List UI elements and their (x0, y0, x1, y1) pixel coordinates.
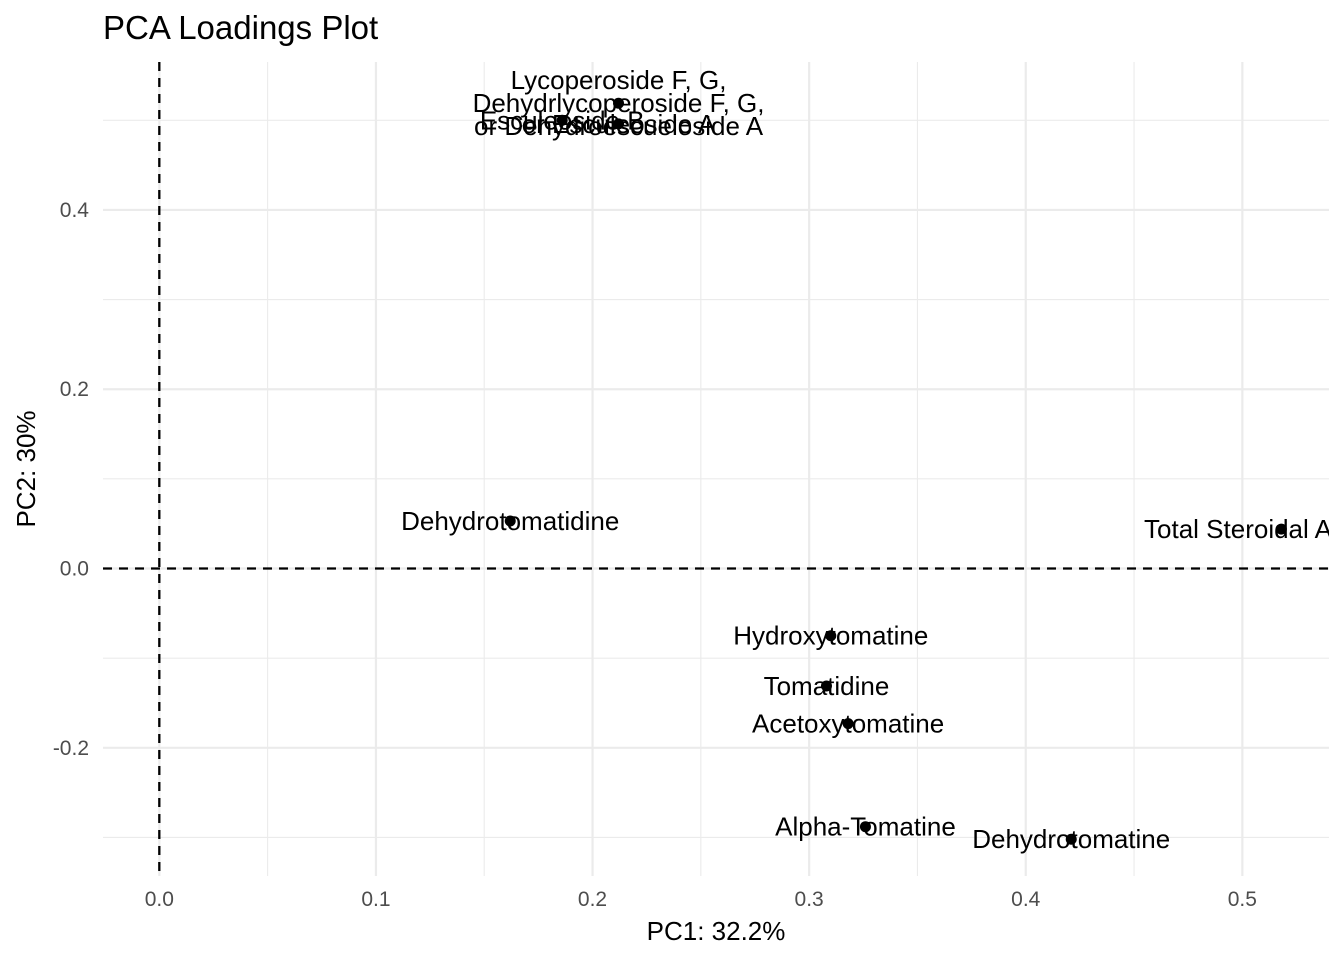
chart-title: PCA Loadings Plot (103, 9, 378, 46)
grid (103, 62, 1329, 876)
x-tick-label: 0.3 (795, 888, 824, 911)
point-label: Acetoxytomatine (752, 709, 944, 739)
data-point (859, 821, 871, 833)
x-axis-ticks: 0.0 0.1 0.2 0.3 0.4 0.5 (145, 888, 1257, 911)
point-label: Hydroxytomatine (733, 621, 928, 651)
data-points (504, 97, 1287, 845)
point-label: Alpha-Tomatine (775, 812, 956, 842)
data-point (556, 114, 568, 126)
reference-lines (103, 62, 1329, 876)
y-tick-label: 0.0 (60, 558, 89, 581)
x-tick-label: 0.4 (1011, 888, 1041, 911)
data-point (825, 630, 837, 642)
point-label: Lycoperoside F, G, Dehydrlycoperoside F, … (473, 65, 765, 141)
x-tick-label: 0.2 (578, 888, 607, 911)
y-tick-label: -0.2 (53, 737, 89, 760)
x-tick-label: 0.1 (361, 888, 390, 911)
point-label: Tomatidine (764, 671, 890, 701)
x-tick-label: 0.0 (145, 888, 174, 911)
y-tick-label: 0.4 (60, 199, 90, 222)
point-label: or Esculeoside A (522, 109, 716, 139)
x-tick-label: 0.5 (1228, 888, 1257, 911)
y-tick-label: 0.2 (60, 378, 89, 401)
y-axis-title: PC2: 30% (11, 410, 41, 527)
data-point (504, 515, 516, 527)
point-label: Dehydrotomatine (972, 824, 1170, 854)
data-point (613, 97, 625, 109)
data-point (613, 118, 625, 130)
data-point (1275, 523, 1287, 535)
data-point (842, 718, 854, 730)
point-label: Esculeoside B (480, 105, 645, 135)
y-axis-ticks: -0.2 0.0 0.2 0.4 (53, 199, 89, 760)
data-point (820, 680, 832, 692)
point-labels: Lycoperoside F, G, Dehydrlycoperoside F, … (401, 65, 1344, 854)
data-point (1065, 833, 1077, 845)
point-label: Total Steroidal Alkaloids (1144, 514, 1344, 544)
x-axis-title: PC1: 32.2% (647, 916, 786, 946)
point-label: Dehydrotomatidine (401, 506, 619, 536)
